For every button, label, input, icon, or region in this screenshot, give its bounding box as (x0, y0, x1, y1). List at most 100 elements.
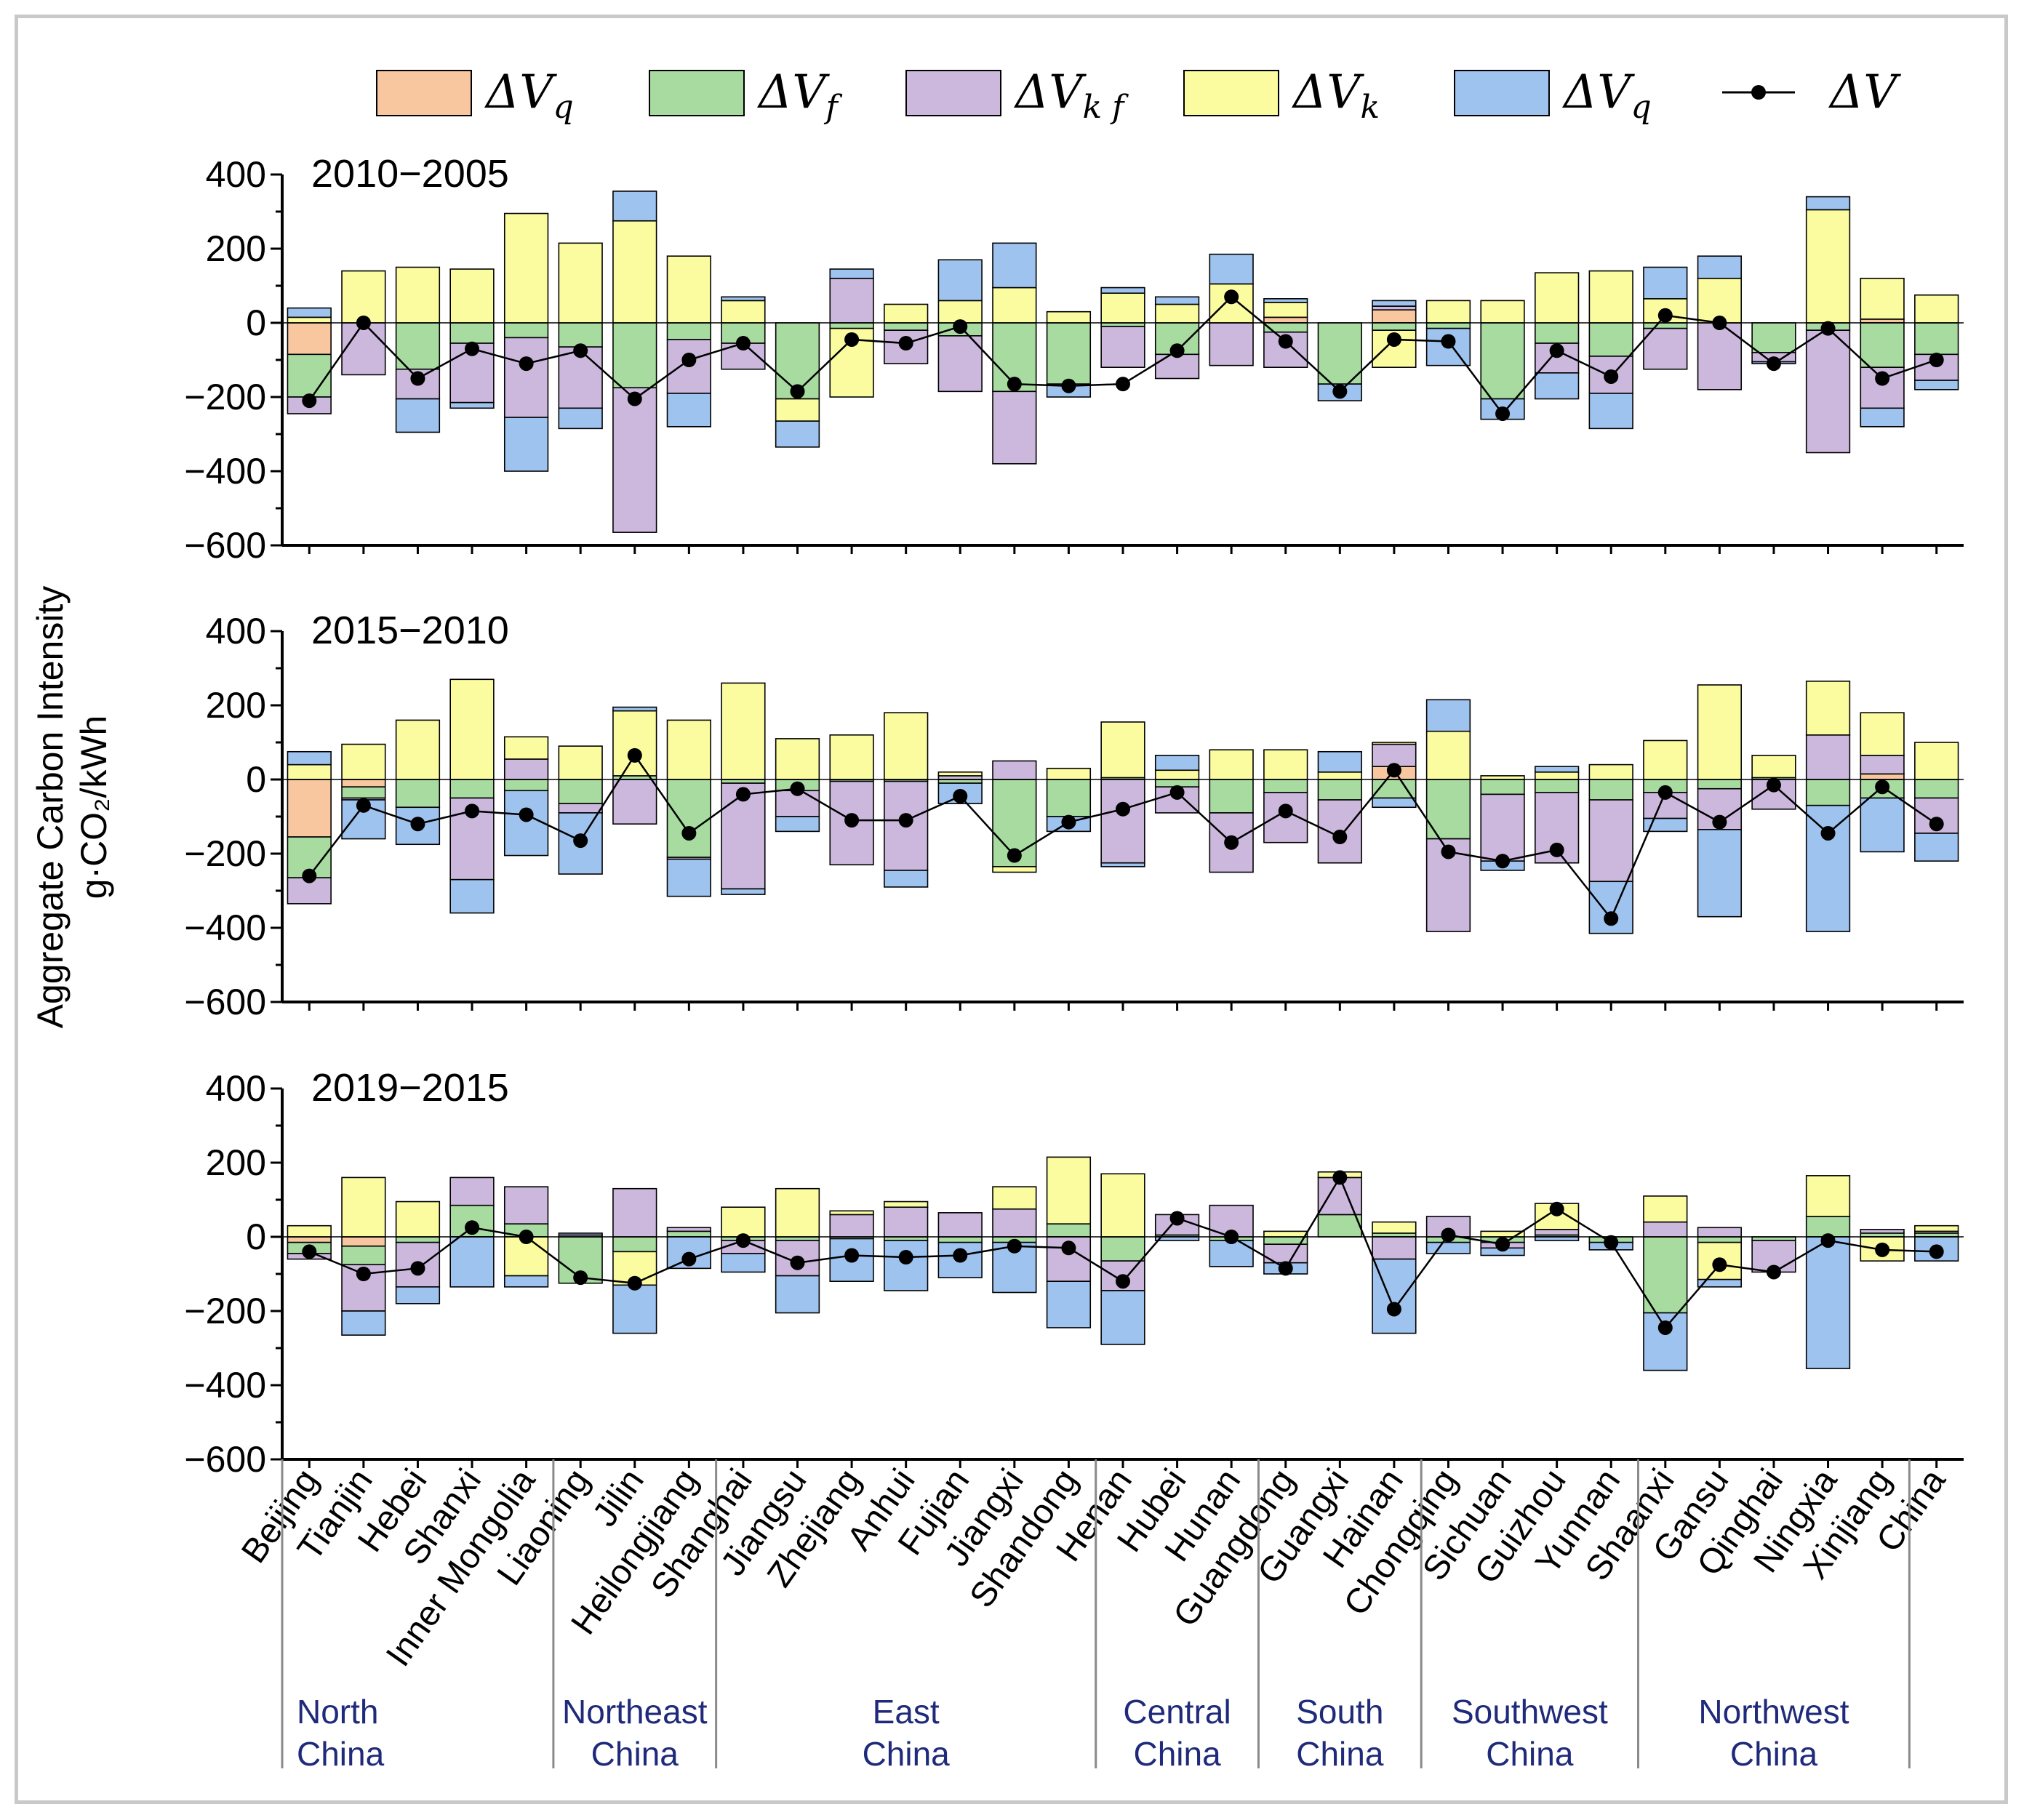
bar-q2-2-14 (1046, 1280, 1092, 1328)
bar-q2-0-20 (1372, 300, 1417, 307)
bar-k-0-0 (287, 316, 332, 324)
bar-kf-0-17 (1209, 322, 1254, 366)
bar-kf-0-6 (612, 387, 657, 533)
bar-q2-1-29 (1860, 797, 1905, 853)
total-point-2-28 (1820, 1233, 1836, 1248)
total-point-0-5 (573, 343, 588, 358)
bar-f-1-1 (341, 786, 386, 799)
total-point-1-19 (1332, 830, 1348, 845)
bar-q2-1-9 (775, 816, 820, 833)
bar-k-1-27 (1751, 755, 1796, 779)
legend-subscript-f: f (823, 89, 842, 126)
total-point-1-22 (1495, 854, 1511, 869)
bar-q2-1-28 (1805, 804, 1851, 932)
bar-f-2-19 (1317, 1214, 1362, 1238)
total-point-1-5 (573, 833, 588, 849)
y-tick-label-1-3: −200 (184, 833, 266, 874)
y-tick-label-0-3: −200 (184, 377, 266, 417)
total-point-2-25 (1657, 1320, 1673, 1335)
total-point-1-25 (1657, 785, 1673, 800)
total-point-2-9 (790, 1255, 805, 1270)
bar-k-0-22 (1480, 300, 1525, 324)
bar-k-2-30 (1914, 1224, 1959, 1232)
bar-f-0-21 (1425, 322, 1471, 329)
bar-k-0-3 (449, 268, 495, 324)
total-point-1-0 (302, 868, 317, 883)
bar-k-1-0 (287, 763, 332, 780)
bar-q1-2-1 (341, 1236, 386, 1247)
bar-k-0-5 (558, 242, 603, 324)
bar-q2-1-7 (666, 858, 711, 897)
region-label-5-line2: China (1486, 1735, 1574, 1773)
bar-kf-0-1 (341, 322, 386, 376)
bar-f-0-19 (1317, 322, 1362, 385)
total-point-0-27 (1766, 356, 1781, 372)
legend-subscript-q1: q (553, 89, 573, 126)
bar-q2-0-28 (1805, 196, 1851, 211)
total-point-1-28 (1820, 825, 1836, 841)
bar-k-0-2 (395, 266, 441, 324)
total-point-0-6 (627, 391, 642, 406)
legend-label-kf: ΔVk f (1013, 65, 1129, 126)
bar-kf-0-12 (937, 335, 983, 393)
total-point-0-28 (1820, 321, 1836, 336)
y-axis-title-line1: Aggregate Carbon Intensity (30, 586, 71, 1029)
total-point-2-16 (1169, 1211, 1185, 1226)
bar-k-1-1 (341, 743, 386, 780)
legend-subscript-q2: q (1631, 89, 1651, 126)
total-point-1-27 (1766, 777, 1781, 793)
total-point-1-3 (465, 803, 480, 819)
bar-q2-0-23 (1535, 372, 1580, 400)
total-point-0-17 (1224, 289, 1239, 305)
bar-q2-0-5 (558, 407, 603, 430)
bar-q2-2-21 (1425, 1241, 1471, 1254)
bar-q2-0-29 (1860, 407, 1905, 428)
bar-q2-1-26 (1697, 829, 1743, 918)
bar-f-2-7 (666, 1230, 711, 1238)
total-point-2-1 (356, 1267, 371, 1281)
region-label-5-line1: Southwest (1452, 1693, 1608, 1731)
total-point-0-10 (844, 332, 860, 347)
bar-q2-2-4 (503, 1275, 549, 1288)
panel-title-1: 2015−2010 (311, 609, 509, 652)
total-point-0-30 (1929, 353, 1944, 367)
total-point-2-0 (302, 1244, 317, 1259)
bar-q2-1-4 (503, 790, 549, 857)
total-point-1-30 (1929, 817, 1944, 832)
bar-k-0-24 (1588, 270, 1633, 324)
legend-subscript-k: k (1360, 89, 1380, 126)
bar-k-2-0 (287, 1224, 332, 1238)
bar-f-0-30 (1914, 322, 1959, 356)
total-point-2-20 (1386, 1302, 1401, 1317)
bar-k-0-13 (992, 286, 1037, 324)
bar-f-1-4 (503, 779, 549, 792)
legend-label-q1: ΔVq (484, 65, 574, 126)
bar-kf-2-10 (829, 1214, 874, 1238)
total-point-0-29 (1875, 371, 1890, 386)
bar-f-0-14 (1046, 322, 1092, 385)
total-point-1-11 (898, 813, 913, 828)
bar-q2-1-6 (612, 706, 657, 712)
bar-f-0-6 (612, 322, 657, 389)
bar-q1-1-1 (341, 779, 386, 787)
bar-k-1-8 (721, 682, 766, 780)
bar-q2-2-1 (341, 1310, 386, 1336)
bar-kf-1-20 (1372, 743, 1417, 767)
bar-q2-2-11 (884, 1240, 929, 1291)
bar-kf-1-22 (1480, 793, 1525, 862)
bar-f-1-5 (558, 779, 603, 804)
bar-k-1-6 (612, 710, 657, 777)
bar-q2-0-12 (937, 259, 983, 302)
total-point-0-14 (1061, 378, 1076, 393)
y-tick-label-2-2: 0 (246, 1216, 266, 1257)
bar-f-1-26 (1697, 779, 1743, 790)
y-tick-label-0-2: 0 (246, 302, 266, 343)
bar-f-0-10 (829, 322, 874, 329)
y-tick-label-0-0: 400 (206, 154, 266, 195)
bar-f-1-24 (1588, 779, 1633, 801)
bar-f-1-2 (395, 779, 441, 809)
y-tick-label-0-4: −400 (184, 451, 266, 492)
legend-swatch-f (649, 70, 745, 116)
bar-kf-2-29 (1860, 1229, 1905, 1234)
total-point-1-13 (1007, 848, 1022, 863)
